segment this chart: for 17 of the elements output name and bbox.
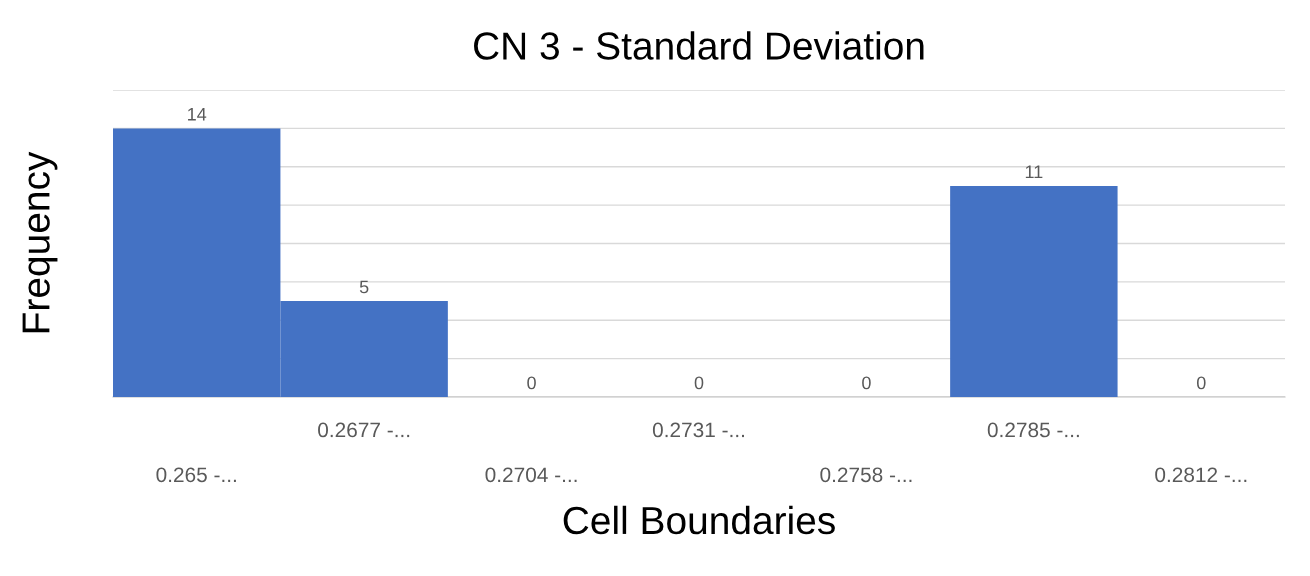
x-tick-label: 0.2785 -... <box>987 422 1079 438</box>
data-label: 0 <box>1196 376 1206 390</box>
y-axis-title: Frequency <box>22 151 58 333</box>
x-tick-label: 0.2704 -... <box>485 467 577 483</box>
x-tick-label: 0.2812 -... <box>1155 467 1247 483</box>
x-tick-label: 0.2677 -... <box>318 422 410 438</box>
x-tick-label: 0.2758 -... <box>820 467 912 483</box>
data-label: 0 <box>862 376 871 390</box>
data-label: 5 <box>359 280 369 294</box>
data-label: 0 <box>694 376 704 390</box>
data-label: 11 <box>1025 165 1043 179</box>
chart-title: CN 3 - Standard Deviation <box>474 31 924 60</box>
x-axis-title: Cell Boundaries <box>563 505 835 535</box>
x-tick-label: 0.265 -... <box>156 467 236 483</box>
x-tick-label: 0.2731 -... <box>652 422 745 438</box>
data-label: 0 <box>527 376 536 390</box>
data-label: 14 <box>188 108 207 121</box>
